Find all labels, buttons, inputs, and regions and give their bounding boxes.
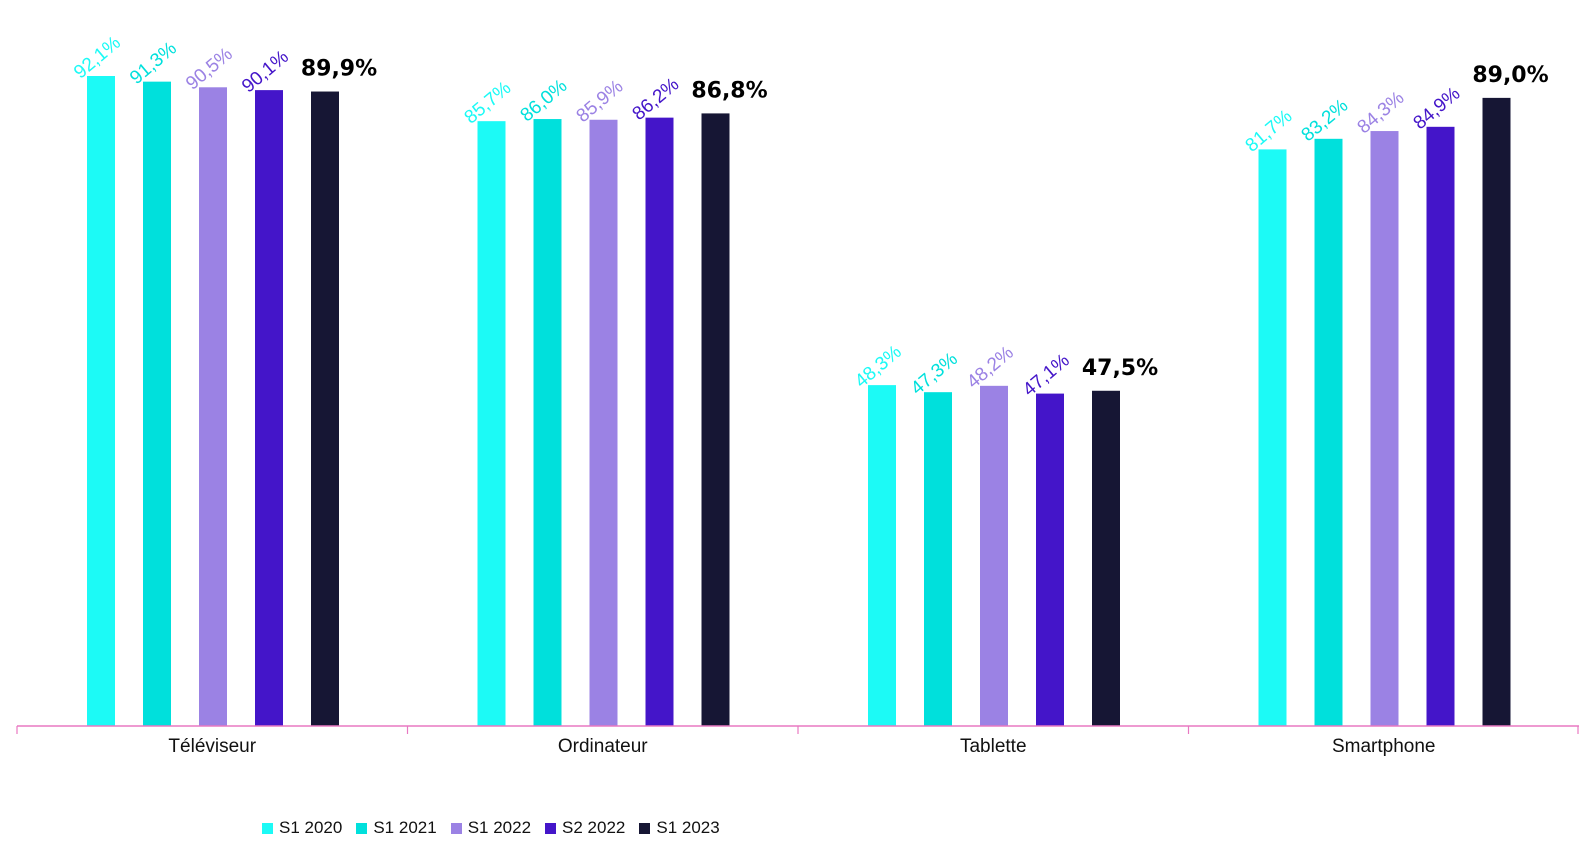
bar-tablette-s1-2020: [868, 385, 896, 726]
value-label-televiseur-s1-2022: 90,5%: [182, 44, 237, 95]
value-label-tablette-s1-2023: 47,5%: [1082, 356, 1158, 381]
legend-label-s1-2023: S1 2023: [656, 818, 720, 837]
bar-televiseur-s1-2020: [87, 76, 115, 726]
bars-group: [87, 76, 1511, 727]
value-label-ordinateur-s1-2020: 85,7%: [461, 78, 516, 129]
value-label-ordinateur-s1-2023: 86,8%: [691, 78, 767, 103]
bar-ordinateur-s1-2023: [701, 113, 730, 727]
bar-ordinateur-s2-2022: [645, 117, 674, 726]
value-label-ordinateur-s1-2022: 85,9%: [573, 76, 628, 127]
bar-tablette-s1-2022: [980, 385, 1008, 726]
legend-swatch-s1-2022: [450, 822, 462, 834]
bar-televiseur-s1-2021: [143, 81, 171, 726]
bar-smartphone-s1-2021: [1314, 138, 1343, 727]
value-label-televiseur-s2-2022: 90,1%: [238, 46, 293, 97]
category-label-televiseur: Téléviseur: [168, 736, 256, 757]
bar-ordinateur-s1-2022: [589, 119, 618, 727]
bar-ordinateur-s1-2021: [533, 119, 562, 727]
value-label-tablette-s1-2022: 48,2%: [963, 342, 1018, 393]
chart-legend: S1 2020 S1 2021 S1 2022 S2 2022 S1 2023: [262, 818, 734, 838]
value-label-smartphone-s1-2023: 89,0%: [1472, 63, 1548, 88]
bar-smartphone-s2-2022: [1426, 126, 1455, 726]
value-label-ordinateur-s2-2022: 86,2%: [629, 74, 684, 125]
legend-label-s1-2022: S1 2022: [467, 818, 532, 837]
bar-tablette-s1-2023: [1092, 390, 1120, 726]
legend-item-s1-2022: S1 2022: [450, 818, 532, 838]
bar-televiseur-s1-2023: [311, 91, 339, 726]
value-label-ordinateur-s1-2021: 86,0%: [517, 75, 572, 126]
value-label-smartphone-s2-2022: 84,9%: [1410, 83, 1465, 134]
value-label-tablette-s1-2020: 48,3%: [851, 341, 906, 392]
legend-item-s2-2022: S2 2022: [545, 818, 625, 838]
legend-item-s1-2021: S1 2021: [356, 818, 437, 838]
bar-tablette-s1-2021: [924, 392, 952, 726]
legend-label-s1-2021: S1 2021: [373, 818, 437, 837]
category-label-ordinateur: Ordinateur: [558, 736, 648, 757]
value-label-tablette-s1-2021: 47,3%: [907, 349, 962, 400]
value-label-televiseur-s1-2023: 89,9%: [301, 57, 377, 82]
legend-label-s2-2022: S2 2022: [562, 818, 626, 837]
x-axis: [16, 725, 1579, 734]
value-label-smartphone-s1-2021: 83,2%: [1298, 95, 1353, 146]
legend-swatch-s1-2023: [639, 822, 651, 834]
value-label-smartphone-s1-2022: 84,3%: [1354, 87, 1409, 138]
bar-televiseur-s1-2022: [199, 87, 227, 727]
category-labels-group: Téléviseur Ordinateur Tablette Smartphone: [168, 736, 1435, 757]
legend-swatch-s2-2022: [545, 822, 557, 834]
bar-televiseur-s2-2022: [255, 90, 283, 726]
bar-tablette-s2-2022: [1036, 393, 1064, 726]
legend-label-s1-2020: S1 2020: [279, 818, 343, 837]
bar-ordinateur-s1-2020: [477, 121, 506, 727]
bar-smartphone-s1-2020: [1258, 149, 1287, 726]
bar-smartphone-s1-2023: [1482, 97, 1511, 726]
legend-item-s1-2023: S1 2023: [639, 818, 720, 838]
category-label-tablette: Tablette: [960, 736, 1027, 757]
value-label-tablette-s2-2022: 47,1%: [1019, 350, 1074, 401]
bar-smartphone-s1-2022: [1370, 131, 1399, 727]
category-label-smartphone: Smartphone: [1332, 736, 1436, 757]
legend-swatch-s1-2020: [262, 822, 273, 834]
value-label-televiseur-s1-2021: 91,3%: [126, 38, 181, 89]
value-label-televiseur-s1-2020: 92,1%: [70, 32, 125, 83]
value-label-smartphone-s1-2020: 81,7%: [1242, 106, 1297, 157]
legend-item-s1-2020: S1 2020: [262, 818, 342, 838]
legend-swatch-s1-2021: [356, 822, 368, 834]
